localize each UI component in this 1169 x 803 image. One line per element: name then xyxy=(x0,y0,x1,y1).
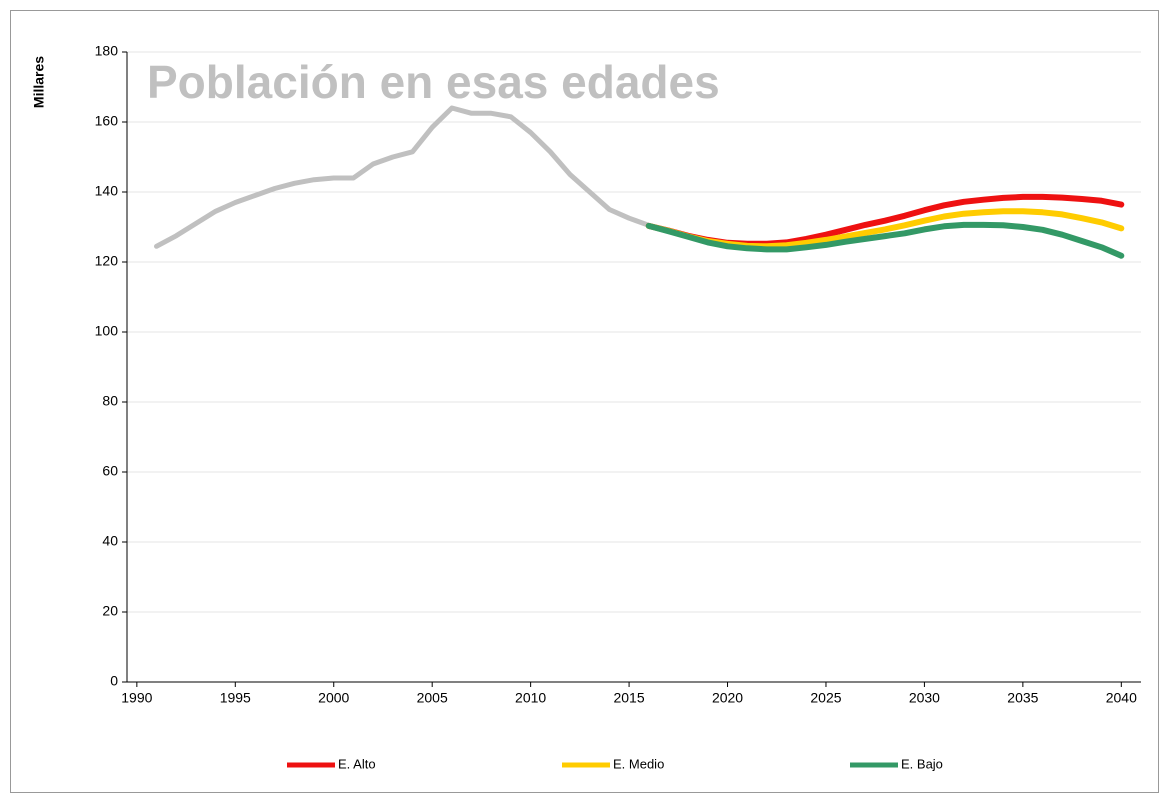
x-tick-label: 2000 xyxy=(318,690,349,706)
y-tick-label: 40 xyxy=(102,533,118,549)
x-tick-label: 2030 xyxy=(909,690,940,706)
x-tick-label: 2040 xyxy=(1106,690,1137,706)
y-tick-label: 180 xyxy=(95,43,119,59)
y-tick-label: 100 xyxy=(95,323,119,339)
x-tick-label: 2035 xyxy=(1007,690,1038,706)
chart-title: Población en esas edades xyxy=(147,56,720,108)
legend-label: E. Bajo xyxy=(901,756,943,771)
y-axis-label: Millares xyxy=(31,56,47,108)
x-tick-label: 1990 xyxy=(121,690,152,706)
y-tick-label: 80 xyxy=(102,393,118,409)
x-tick-label: 2015 xyxy=(613,690,644,706)
x-tick-label: 2020 xyxy=(712,690,743,706)
x-tick-label: 2010 xyxy=(515,690,546,706)
y-tick-label: 120 xyxy=(95,253,119,269)
y-tick-label: 0 xyxy=(110,673,118,689)
y-tick-label: 60 xyxy=(102,463,118,479)
y-tick-label: 140 xyxy=(95,183,119,199)
x-tick-label: 2005 xyxy=(417,690,448,706)
x-tick-label: 2025 xyxy=(810,690,841,706)
legend-label: E. Medio xyxy=(613,756,664,771)
lines xyxy=(154,105,1125,259)
x-tick-label: 1995 xyxy=(220,690,251,706)
series-line xyxy=(645,221,1125,259)
series-line xyxy=(154,105,652,249)
y-tick-label: 20 xyxy=(102,603,118,619)
legend-label: E. Alto xyxy=(338,756,376,771)
y-tick-label: 160 xyxy=(95,113,119,129)
